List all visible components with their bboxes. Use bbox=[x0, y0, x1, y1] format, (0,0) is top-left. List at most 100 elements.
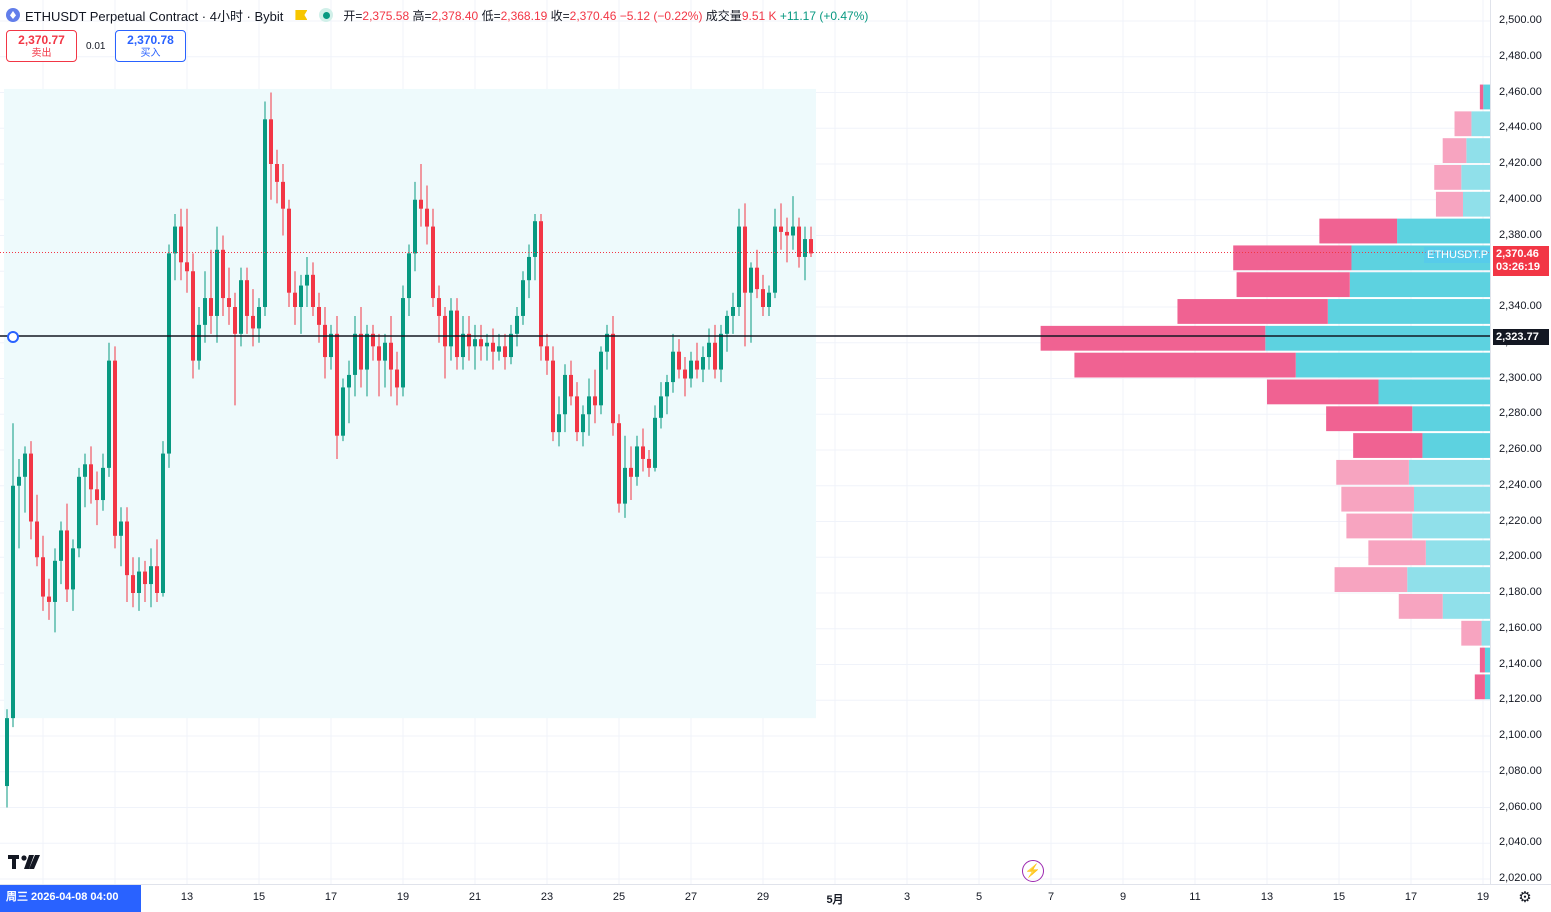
volume-profile-up-bar bbox=[1422, 433, 1490, 458]
candle-body bbox=[791, 226, 795, 236]
candle-body bbox=[533, 221, 537, 257]
time-axis-tick: 29 bbox=[756, 891, 770, 903]
price-axis-tick: 2,160.00 bbox=[1499, 621, 1542, 634]
candle-body bbox=[239, 280, 243, 334]
candle-body bbox=[479, 339, 483, 347]
candle-body bbox=[269, 119, 273, 164]
volume-profile-down-bar bbox=[1434, 165, 1462, 190]
bar-countdown: 03:26:19 bbox=[1496, 261, 1541, 273]
candle-body bbox=[527, 256, 531, 281]
candle-body bbox=[605, 333, 609, 352]
volume-profile-up-bar bbox=[1442, 594, 1490, 619]
open-value: 2,375.58 bbox=[362, 8, 410, 23]
candle-body bbox=[161, 453, 165, 593]
candle-body bbox=[437, 298, 441, 316]
candle-body bbox=[629, 467, 633, 477]
spread-value: 0.01 bbox=[86, 41, 106, 52]
candle-body bbox=[809, 239, 813, 254]
price-axis-tick: 2,340.00 bbox=[1499, 300, 1542, 312]
candle-body bbox=[677, 351, 681, 370]
candle-body bbox=[251, 315, 255, 329]
horizontal-line-price-label: 2,323.77 bbox=[1493, 329, 1549, 345]
volume-profile-down-bar bbox=[1334, 567, 1408, 592]
tradingview-logo-icon[interactable] bbox=[8, 852, 42, 872]
time-axis-tick: 13 bbox=[1260, 891, 1274, 903]
candle-body bbox=[389, 342, 393, 370]
candle-body bbox=[317, 307, 321, 325]
candle-body bbox=[719, 333, 723, 370]
lightning-icon[interactable]: ⚡ bbox=[1022, 860, 1044, 882]
price-axis-tick: 2,180.00 bbox=[1499, 586, 1542, 598]
time-axis-tick: 23 bbox=[540, 891, 554, 903]
volume-profile-down-bar bbox=[1233, 245, 1352, 271]
volume-profile-up-bar bbox=[1327, 299, 1490, 324]
chart-pane[interactable] bbox=[0, 0, 1490, 884]
candle-body bbox=[71, 548, 75, 590]
candle-body bbox=[731, 307, 735, 316]
candle-body bbox=[509, 333, 513, 358]
candle-body bbox=[275, 164, 279, 182]
candle-body bbox=[761, 289, 765, 307]
candle-body bbox=[515, 315, 519, 334]
candle-body bbox=[77, 476, 81, 549]
buy-label: 买入 bbox=[140, 48, 161, 59]
candle-body bbox=[569, 374, 573, 397]
horizontal-line-handle[interactable] bbox=[7, 331, 19, 343]
candle-body bbox=[503, 346, 507, 358]
candle-body bbox=[407, 253, 411, 299]
buy-button[interactable]: 2,370.78 买入 bbox=[115, 30, 186, 62]
candle-body bbox=[257, 307, 261, 329]
candle-body bbox=[89, 464, 93, 490]
volume-profile-up-bar bbox=[1412, 513, 1490, 539]
candle-body bbox=[383, 342, 387, 361]
candle-body bbox=[101, 467, 105, 501]
price-axis-tick: 2,220.00 bbox=[1499, 514, 1542, 527]
candle-body bbox=[11, 485, 15, 719]
time-axis-tick: 25 bbox=[612, 891, 626, 903]
time-axis-tick: 15 bbox=[1332, 891, 1346, 903]
change-value: −5.12 (−0.22%) bbox=[619, 8, 703, 23]
candle-body bbox=[419, 199, 423, 209]
candle-body bbox=[377, 346, 381, 361]
volume-profile-down-bar bbox=[1346, 513, 1413, 539]
candle-body bbox=[299, 285, 303, 307]
price-axis-tick: 2,280.00 bbox=[1499, 407, 1542, 420]
volume-profile-up-bar bbox=[1349, 272, 1490, 298]
candle-body bbox=[287, 208, 291, 293]
volume-profile-down-bar bbox=[1398, 594, 1443, 619]
volume-profile-up-bar bbox=[1484, 647, 1490, 673]
price-axis-tick: 2,240.00 bbox=[1499, 478, 1542, 491]
candle-body bbox=[785, 231, 789, 236]
price-axis-tick: 2,200.00 bbox=[1499, 550, 1542, 563]
sell-button[interactable]: 2,370.77 卖出 bbox=[6, 30, 77, 62]
candle-body bbox=[743, 226, 747, 293]
volume-profile-up-bar bbox=[1484, 674, 1490, 700]
time-axis-tick: 3 bbox=[903, 891, 911, 903]
candle-body bbox=[17, 476, 21, 486]
time-axis[interactable]: 13 15 17 19 21 23 25 27 29 5月 3 5 7 9 11 13 15 17 19 bbox=[0, 884, 1551, 912]
candle-body bbox=[197, 324, 201, 361]
flag-icon[interactable] bbox=[295, 10, 308, 20]
volume-change: +11.17 (+0.47%) bbox=[779, 8, 869, 23]
candle-body bbox=[353, 333, 357, 375]
volume-profile-up-bar bbox=[1466, 138, 1490, 163]
candlestick-chart[interactable] bbox=[0, 0, 1490, 884]
candle-body bbox=[665, 382, 669, 397]
candle-body bbox=[227, 298, 231, 307]
candle-body bbox=[191, 271, 195, 361]
candle-body bbox=[611, 333, 615, 424]
candle-body bbox=[401, 298, 405, 388]
last-price-label: 2,370.46 03:26:19 bbox=[1493, 246, 1549, 276]
candle-body bbox=[179, 226, 183, 263]
candle-body bbox=[41, 557, 45, 597]
volume-profile-down-bar bbox=[1435, 191, 1463, 217]
candle-body bbox=[713, 342, 717, 370]
candle-body bbox=[623, 467, 627, 504]
price-axis[interactable]: 2,500.00 2,480.00 2,460.00 2,440.00 2,420.00… bbox=[1490, 0, 1551, 884]
gear-icon[interactable]: ⚙ bbox=[1518, 889, 1532, 906]
candle-body bbox=[221, 249, 225, 299]
range-highlight bbox=[4, 88, 816, 719]
symbol-title[interactable]: ETHUSDT Perpetual Contract · 4小时 · Bybit bbox=[25, 8, 284, 24]
candle-body bbox=[725, 315, 729, 334]
candle-body bbox=[431, 226, 435, 299]
